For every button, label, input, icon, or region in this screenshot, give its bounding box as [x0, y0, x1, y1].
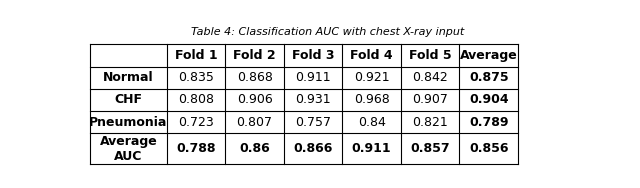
Text: 0.84: 0.84: [358, 116, 385, 129]
Text: Normal: Normal: [103, 71, 154, 84]
Text: 0.856: 0.856: [469, 142, 508, 155]
Text: 0.906: 0.906: [237, 93, 273, 106]
Text: 0.807: 0.807: [237, 116, 273, 129]
Text: 0.911: 0.911: [352, 142, 392, 155]
Text: Fold 3: Fold 3: [292, 49, 334, 62]
Text: 0.868: 0.868: [237, 71, 273, 84]
Text: 0.857: 0.857: [410, 142, 450, 155]
Text: 0.723: 0.723: [178, 116, 214, 129]
Text: Fold 1: Fold 1: [175, 49, 218, 62]
Text: 0.788: 0.788: [176, 142, 216, 155]
Text: 0.86: 0.86: [239, 142, 270, 155]
Text: 0.931: 0.931: [295, 93, 331, 106]
Text: 0.821: 0.821: [412, 116, 448, 129]
Text: 0.866: 0.866: [293, 142, 333, 155]
Text: 0.757: 0.757: [295, 116, 331, 129]
Text: Fold 4: Fold 4: [350, 49, 393, 62]
Text: CHF: CHF: [115, 93, 142, 106]
Text: Fold 2: Fold 2: [233, 49, 276, 62]
Text: Table 4: Classification AUC with chest X-ray input: Table 4: Classification AUC with chest X…: [191, 27, 465, 37]
Text: 0.968: 0.968: [354, 93, 390, 106]
Text: Pneumonia: Pneumonia: [89, 116, 168, 129]
Text: Average: Average: [460, 49, 518, 62]
Text: 0.789: 0.789: [469, 116, 508, 129]
Text: 0.875: 0.875: [469, 71, 509, 84]
Text: 0.921: 0.921: [354, 71, 390, 84]
Text: 0.808: 0.808: [178, 93, 214, 106]
Text: Fold 5: Fold 5: [409, 49, 451, 62]
Text: 0.842: 0.842: [412, 71, 448, 84]
Text: 0.835: 0.835: [178, 71, 214, 84]
Text: 0.907: 0.907: [412, 93, 448, 106]
Text: 0.904: 0.904: [469, 93, 509, 106]
Text: 0.911: 0.911: [295, 71, 331, 84]
Text: Average
AUC: Average AUC: [99, 135, 157, 163]
